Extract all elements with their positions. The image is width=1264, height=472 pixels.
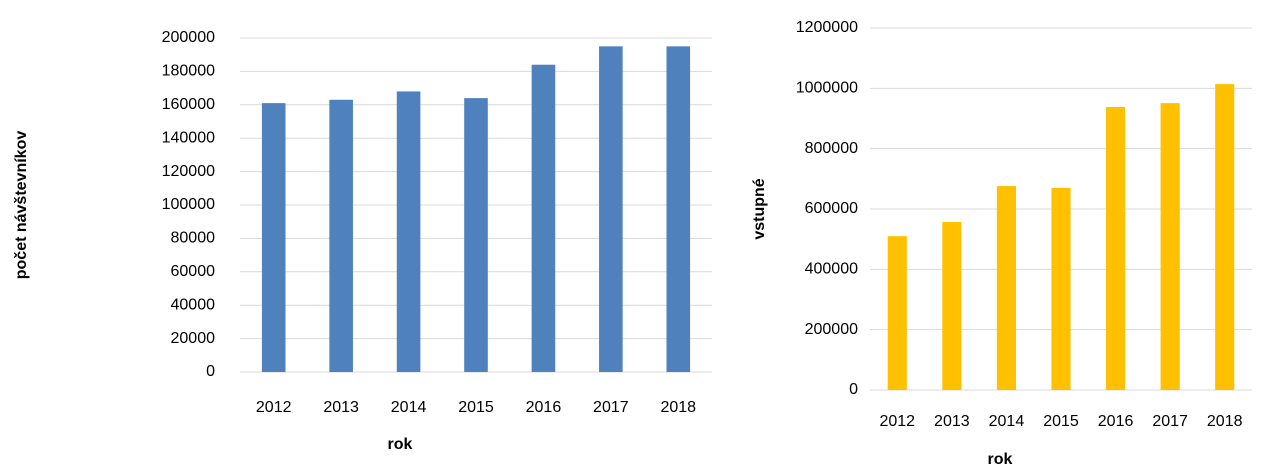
y-tick-label: 0	[206, 363, 215, 380]
y-tick-label: 1200000	[796, 19, 858, 36]
x-axis-title: rok	[388, 436, 413, 453]
y-tick-label: 20000	[171, 330, 216, 347]
y-tick-label: 200000	[162, 29, 215, 46]
y-tick-label: 160000	[162, 96, 215, 113]
bar	[599, 46, 623, 372]
x-tick-label: 2018	[1207, 413, 1243, 430]
y-tick-label: 600000	[805, 200, 858, 217]
x-tick-label: 2012	[256, 399, 292, 416]
x-tick-label: 2014	[391, 399, 427, 416]
y-tick-label: 800000	[805, 140, 858, 157]
y-tick-label: 40000	[171, 296, 216, 313]
x-tick-label: 2017	[1152, 413, 1188, 430]
x-tick-label: 2012	[879, 413, 915, 430]
bar	[464, 98, 488, 373]
bar	[996, 186, 1016, 390]
x-tick-label: 2018	[660, 399, 696, 416]
x-tick-label: 2017	[593, 399, 629, 416]
y-tick-label: 120000	[162, 163, 215, 180]
y-tick-label: 140000	[162, 129, 215, 146]
bar	[1160, 103, 1180, 391]
y-tick-label: 400000	[805, 261, 858, 278]
x-tick-label: 2014	[989, 413, 1025, 430]
bar	[531, 64, 556, 372]
y-axis-title: počet návštevníkov	[13, 131, 30, 280]
bar	[1106, 107, 1126, 390]
x-tick-label: 2013	[934, 413, 970, 430]
bar	[1051, 187, 1071, 390]
bar	[666, 46, 691, 372]
bar	[942, 221, 962, 390]
x-tick-label: 2016	[1098, 413, 1134, 430]
x-tick-label: 2016	[526, 399, 562, 416]
y-tick-label: 0	[849, 381, 858, 398]
bar	[887, 236, 907, 390]
y-tick-label: 100000	[162, 196, 215, 213]
x-tick-label: 2013	[323, 399, 359, 416]
y-tick-label: 180000	[162, 63, 215, 80]
x-tick-label: 2015	[1043, 413, 1079, 430]
y-tick-label: 60000	[171, 263, 216, 280]
bar	[1215, 84, 1235, 391]
bar	[396, 91, 421, 372]
y-tick-label: 1000000	[796, 80, 858, 97]
x-tick-label: 2015	[458, 399, 494, 416]
bar	[329, 99, 353, 372]
y-tick-label: 200000	[805, 321, 858, 338]
x-axis-title: rok	[988, 451, 1013, 468]
bar	[261, 103, 286, 372]
y-tick-label: 80000	[171, 230, 216, 247]
y-axis-title: vstupné	[751, 178, 768, 239]
